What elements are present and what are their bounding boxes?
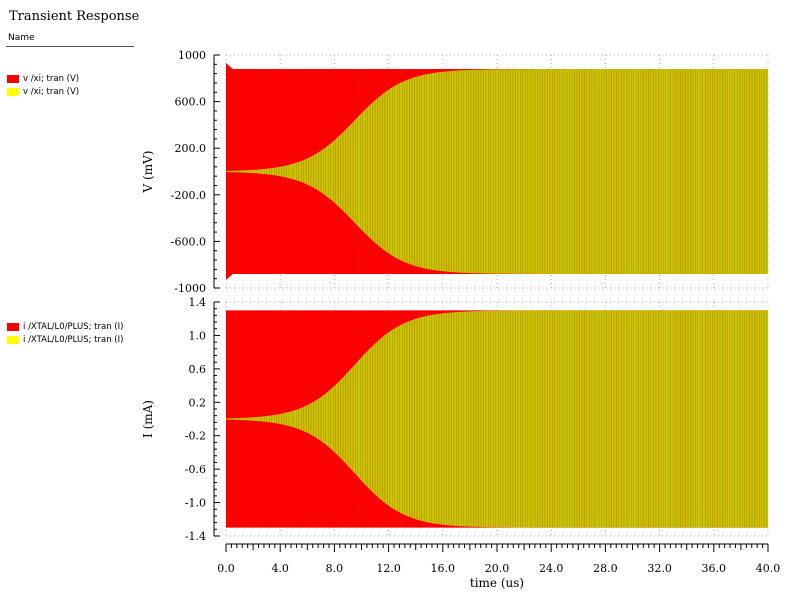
name-column-header[interactable]: Name	[8, 33, 35, 43]
x-tick-label: 8.0	[326, 562, 344, 575]
legend-swatch-yellow	[7, 335, 19, 344]
x-tick-label: 36.0	[702, 562, 727, 575]
x-axis-label: time (us)	[470, 576, 524, 590]
y-tick-label: 200.0	[175, 142, 207, 155]
y-tick-label: -0.2	[185, 430, 206, 443]
legend-top: v /xi; tran (V) v /xi; tran (V)	[7, 72, 79, 98]
y-tick-label: 1000	[178, 49, 206, 62]
x-tick-label: 40.0	[756, 562, 781, 575]
y-tick-label: -0.6	[185, 463, 206, 476]
legend-item-top-yellow[interactable]: v /xi; tran (V)	[7, 85, 79, 98]
legend-swatch-yellow	[7, 87, 19, 96]
y-tick-label: -200.0	[171, 189, 206, 202]
voltage-y-axis-label: V (mV)	[141, 151, 155, 194]
legend-item-bottom-red[interactable]: i /XTAL/L0/PLUS; tran (I)	[7, 320, 123, 333]
legend-swatch-red	[7, 322, 19, 331]
time-axis: 0.0 4.0 8.0 12.0 16.0 20.0 24.0 28.0 32.0 36.0 40.…	[217, 543, 781, 590]
y-tick-label: -1.4	[185, 530, 206, 543]
y-tick-label: -1.0	[185, 497, 206, 510]
y-tick-label: 0.2	[189, 396, 207, 409]
current-panel: 1.4 1.0 0.6 0.2 -0.2 -0.6 -1.0 -1.4 I (mA)	[141, 296, 769, 543]
legend-label: v /xi; tran (V)	[23, 86, 80, 97]
legend-bottom: i /XTAL/L0/PLUS; tran (I) i /XTAL/L0/PLU…	[7, 320, 123, 346]
window-title: Transient Response	[9, 9, 140, 24]
x-tick-label: 0.0	[217, 562, 235, 575]
x-tick-label: 24.0	[539, 562, 564, 575]
x-tick-label: 12.0	[376, 562, 401, 575]
legend-item-top-red[interactable]: v /xi; tran (V)	[7, 72, 79, 85]
legend-label: v /xi; tran (V)	[23, 73, 80, 84]
x-tick-label: 16.0	[431, 562, 456, 575]
current-y-axis-label: I (mA)	[141, 400, 155, 438]
x-tick-label: 32.0	[647, 562, 672, 575]
legend-label: i /XTAL/L0/PLUS; tran (I)	[23, 334, 124, 345]
series-voltage-yellow-envelope	[226, 69, 768, 274]
y-tick-label: -1000	[174, 282, 206, 295]
x-tick-label: 4.0	[271, 562, 289, 575]
series-current-yellow-envelope	[226, 310, 768, 528]
y-tick-label: 600.0	[175, 96, 207, 109]
y-tick-label: -600.0	[171, 235, 206, 248]
y-tick-label: 0.6	[189, 363, 207, 376]
voltage-panel: 1000 600.0 200.0 -200.0 -600.0 -1000 V (mV)	[141, 49, 769, 295]
x-tick-label: 20.0	[485, 562, 510, 575]
y-tick-label: 1.0	[189, 329, 207, 342]
name-header-divider	[6, 46, 134, 47]
y-tick-label: 1.4	[189, 296, 207, 309]
legend-swatch-red	[7, 74, 19, 83]
x-tick-label: 28.0	[593, 562, 618, 575]
legend-label: i /XTAL/L0/PLUS; tran (I)	[23, 321, 124, 332]
legend-item-bottom-yellow[interactable]: i /XTAL/L0/PLUS; tran (I)	[7, 333, 123, 346]
